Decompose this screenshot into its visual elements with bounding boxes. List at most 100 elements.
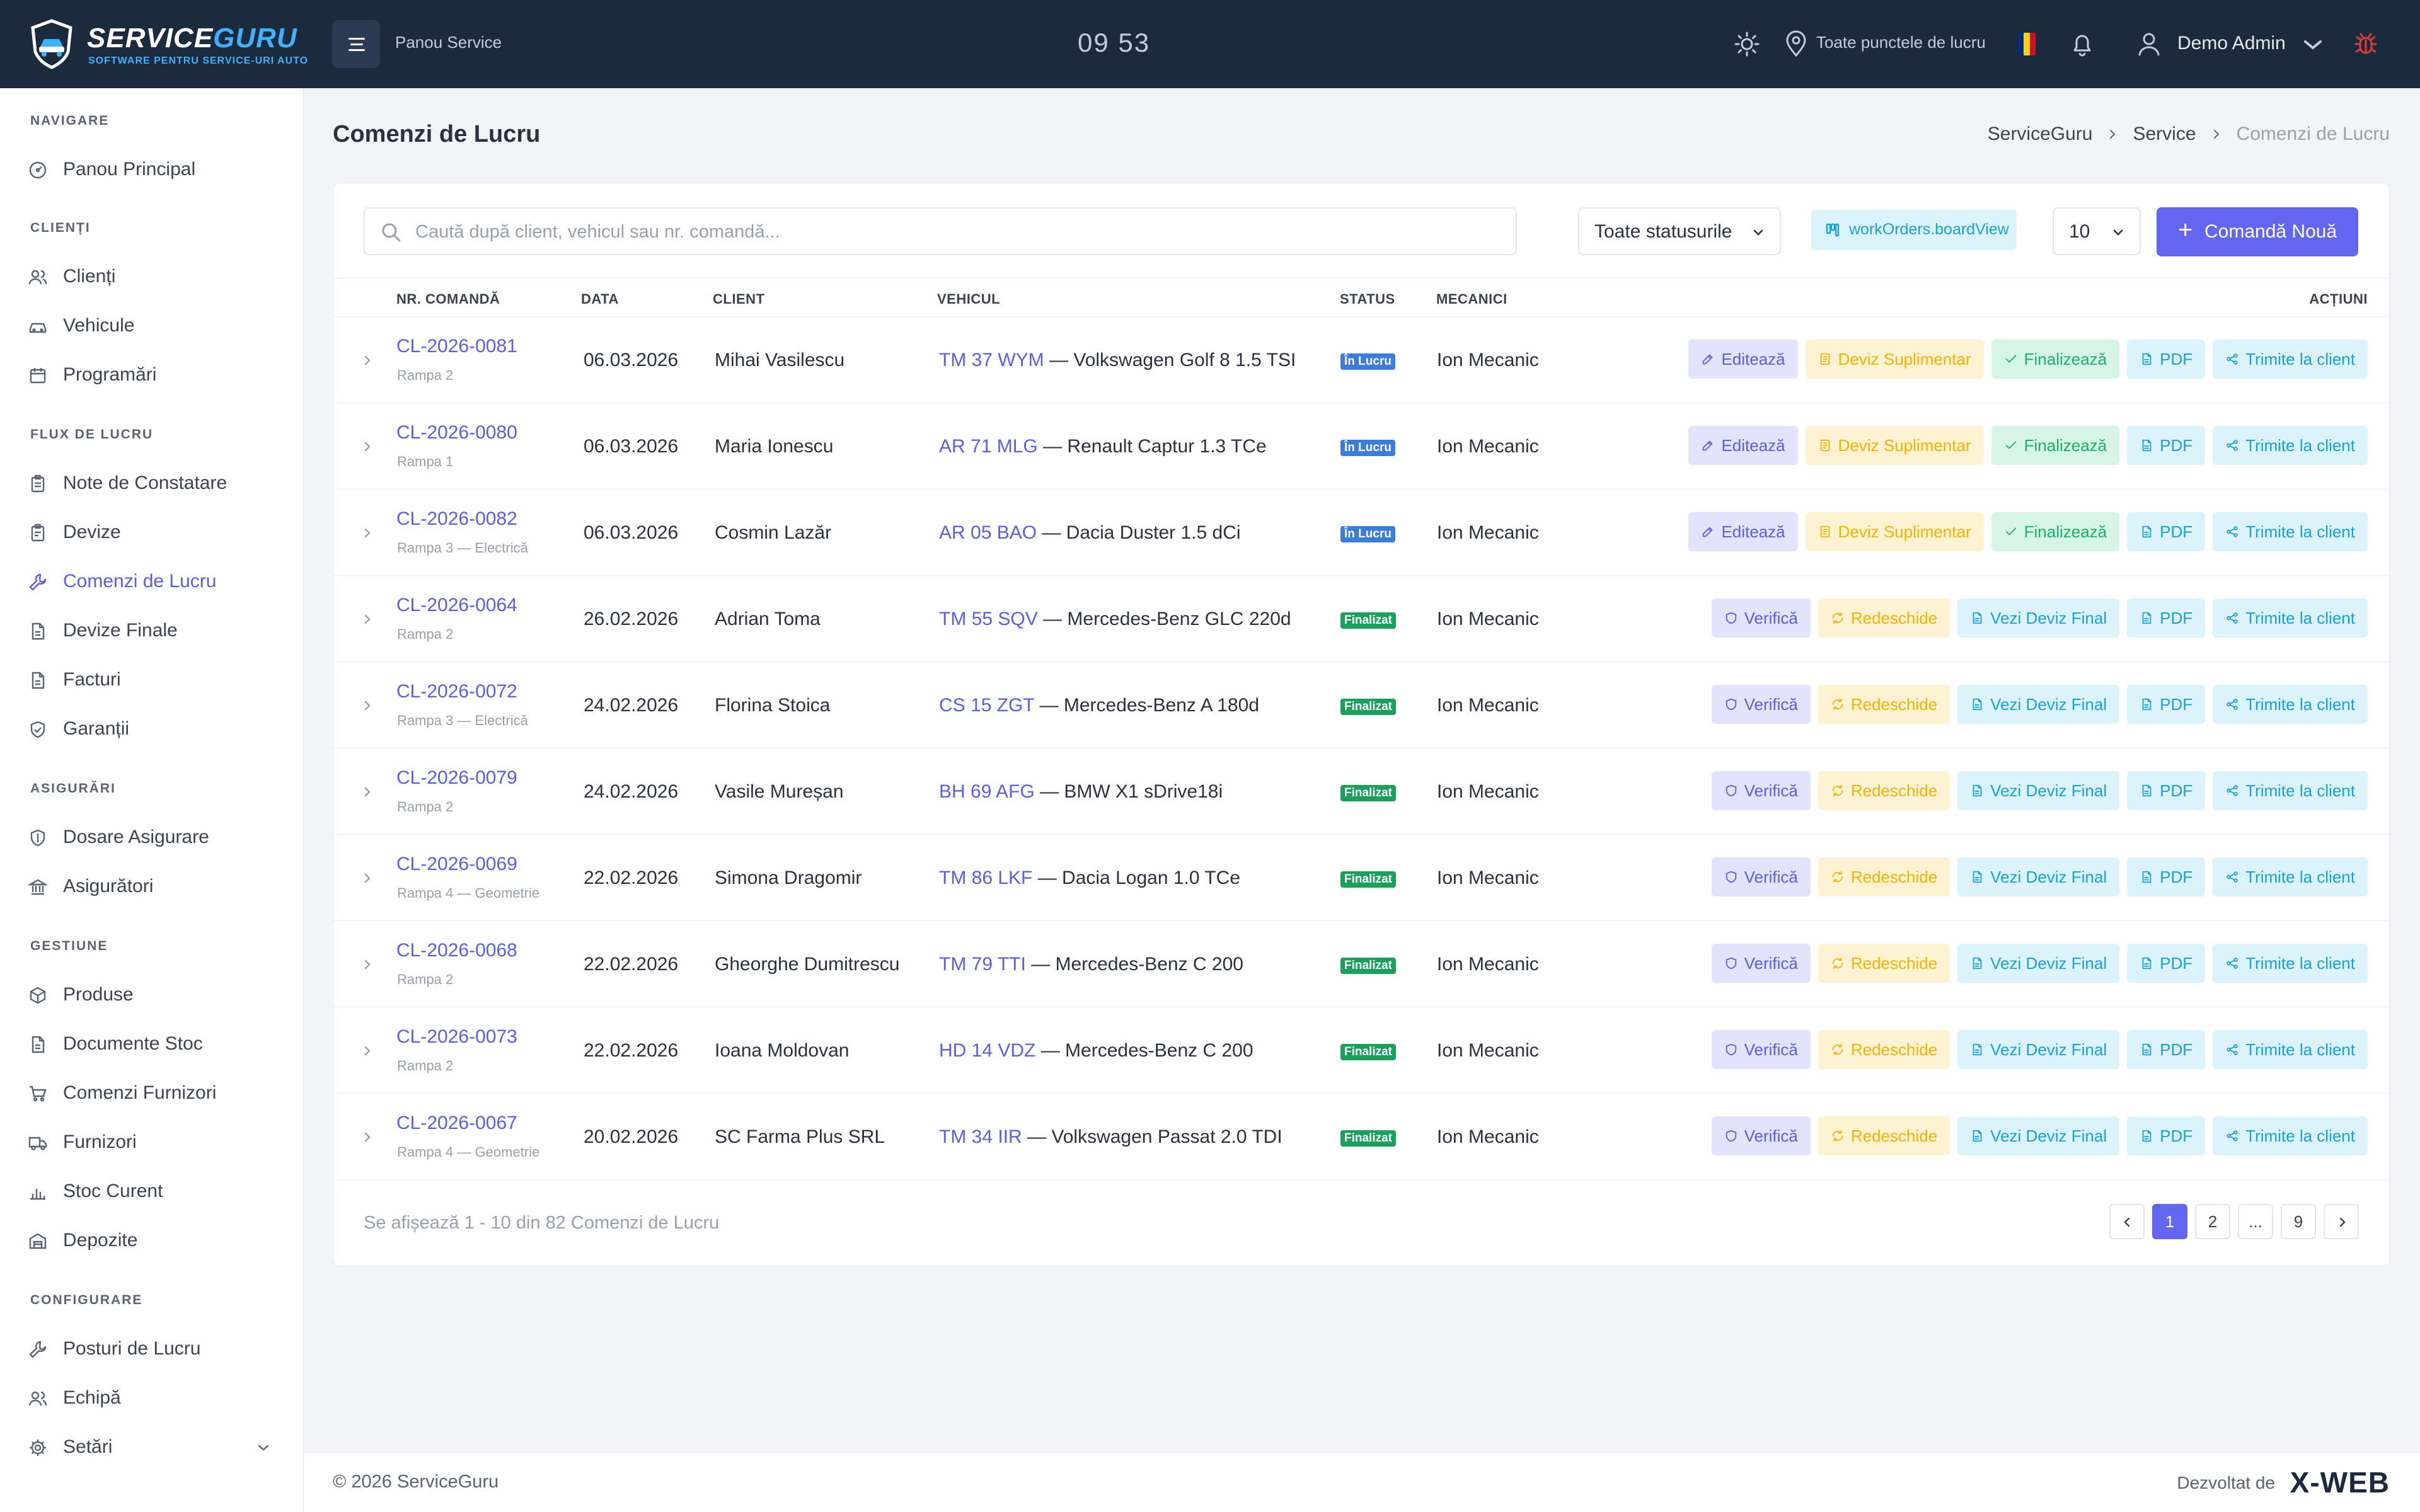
debug-button[interactable] <box>2351 29 2381 59</box>
send-to-client-button[interactable]: Trimite la client <box>2213 771 2368 810</box>
next-page-button[interactable] <box>2324 1204 2359 1239</box>
finalize-button[interactable]: Finalizează <box>1991 426 2120 465</box>
verify-button[interactable]: Verifică <box>1711 771 1811 810</box>
pdf-button[interactable]: PDF <box>2127 771 2206 810</box>
board-view-button[interactable]: workOrders.boardView <box>1811 210 2017 250</box>
sidebar-item-dashboard[interactable]: Panou Principal <box>28 150 280 188</box>
send-to-client-button[interactable]: Trimite la client <box>2213 340 2368 379</box>
pdf-button[interactable]: PDF <box>2127 598 2206 638</box>
work-order-number-link[interactable]: CL-2026-0068 <box>396 940 517 961</box>
location-selector[interactable]: Toate punctele de lucru <box>1816 33 1986 52</box>
prev-page-button[interactable] <box>2109 1204 2145 1239</box>
extra-estimate-button[interactable]: Deviz Suplimentar <box>1805 426 1984 465</box>
menu-toggle-button[interactable] <box>332 20 380 68</box>
vehicle-plate-link[interactable]: TM 37 WYM <box>939 350 1044 370</box>
sidebar-item-current-stock[interactable]: Stoc Curent <box>28 1172 280 1210</box>
verify-button[interactable]: Verifică <box>1711 685 1811 724</box>
expand-row-chevron-icon[interactable] <box>360 1043 375 1058</box>
column-header[interactable]: DATA <box>581 291 619 307</box>
expand-row-chevron-icon[interactable] <box>360 439 375 454</box>
table-row[interactable]: CL-2026-0082 Rampa 3 — Electrică 06.03.202… <box>333 490 2390 576</box>
page-button-9[interactable]: 9 <box>2281 1204 2316 1239</box>
expand-row-chevron-icon[interactable] <box>360 612 375 627</box>
vehicle-plate-link[interactable]: TM 55 SQV <box>939 609 1038 629</box>
sidebar-item-appointments[interactable]: Programări <box>28 355 280 393</box>
view-final-estimate-button[interactable]: Vezi Deviz Final <box>1957 1030 2120 1069</box>
search-input[interactable] <box>415 217 1499 246</box>
sidebar-item-settings[interactable]: Setări <box>28 1428 280 1465</box>
table-row[interactable]: CL-2026-0081 Rampa 2 06.03.2026 Mihai Vasil… <box>333 317 2390 403</box>
vehicle-plate-link[interactable]: AR 71 MLG <box>939 436 1038 457</box>
work-order-number-link[interactable]: CL-2026-0080 <box>396 422 517 443</box>
user-icon-wrap[interactable] <box>2134 29 2164 59</box>
send-to-client-button[interactable]: Trimite la client <box>2213 1030 2368 1069</box>
send-to-client-button[interactable]: Trimite la client <box>2213 685 2368 724</box>
work-order-number-link[interactable]: CL-2026-0069 <box>396 854 517 874</box>
edit-button[interactable]: Editează <box>1688 340 1798 379</box>
reopen-button[interactable]: Redeschide <box>1818 598 1950 638</box>
pdf-button[interactable]: PDF <box>2127 340 2206 379</box>
reopen-button[interactable]: Redeschide <box>1818 771 1950 810</box>
send-to-client-button[interactable]: Trimite la client <box>2213 426 2368 465</box>
column-header[interactable]: NR. COMANDĂ <box>396 291 500 307</box>
table-row[interactable]: CL-2026-0072 Rampa 3 — Electrică 24.02.202… <box>333 662 2390 748</box>
search-box[interactable] <box>364 207 1517 255</box>
pdf-button[interactable]: PDF <box>2127 944 2206 983</box>
reopen-button[interactable]: Redeschide <box>1818 857 1950 896</box>
table-row[interactable]: CL-2026-0080 Rampa 1 06.03.2026 Maria Iones… <box>333 403 2390 490</box>
edit-button[interactable]: Editează <box>1688 426 1798 465</box>
extra-estimate-button[interactable]: Deviz Suplimentar <box>1805 512 1984 551</box>
extra-estimate-button[interactable]: Deviz Suplimentar <box>1805 340 1984 379</box>
pdf-button[interactable]: PDF <box>2127 512 2206 551</box>
table-row[interactable]: CL-2026-0073 Rampa 2 22.02.2026 Ioana Moldo… <box>333 1007 2390 1094</box>
sidebar-item-vehicles[interactable]: Vehicule <box>28 306 280 344</box>
view-final-estimate-button[interactable]: Vezi Deviz Final <box>1957 944 2120 983</box>
verify-button[interactable]: Verifică <box>1711 1030 1811 1069</box>
vehicle-plate-link[interactable]: TM 86 LKF <box>939 868 1033 888</box>
view-final-estimate-button[interactable]: Vezi Deviz Final <box>1957 771 2120 810</box>
vehicle-plate-link[interactable]: HD 14 VDZ <box>939 1040 1036 1061</box>
verify-button[interactable]: Verifică <box>1711 1116 1811 1155</box>
view-final-estimate-button[interactable]: Vezi Deviz Final <box>1957 685 2120 724</box>
user-menu-chevron[interactable] <box>2298 29 2322 59</box>
table-row[interactable]: CL-2026-0067 Rampa 4 — Geometrie 20.02.202… <box>333 1094 2390 1180</box>
pdf-button[interactable]: PDF <box>2127 685 2206 724</box>
finalize-button[interactable]: Finalizează <box>1991 340 2120 379</box>
vehicle-plate-link[interactable]: AR 05 BAO <box>939 522 1037 543</box>
sidebar-item-invoices[interactable]: Facturi <box>28 660 280 698</box>
sidebar-item-work-orders[interactable]: Comenzi de Lucru <box>28 562 280 600</box>
table-row[interactable]: CL-2026-0064 Rampa 2 26.02.2026 Adrian Toma… <box>333 576 2390 662</box>
view-final-estimate-button[interactable]: Vezi Deviz Final <box>1957 598 2120 638</box>
column-header[interactable]: STATUS <box>1340 291 1395 307</box>
vehicle-plate-link[interactable]: TM 34 IIR <box>939 1126 1022 1147</box>
work-order-number-link[interactable]: CL-2026-0082 <box>396 508 517 529</box>
reopen-button[interactable]: Redeschide <box>1818 685 1950 724</box>
expand-row-chevron-icon[interactable] <box>360 698 375 713</box>
sidebar-item-estimates[interactable]: Devize <box>28 513 280 551</box>
verify-button[interactable]: Verifică <box>1711 944 1811 983</box>
page-button-2[interactable]: 2 <box>2195 1204 2230 1239</box>
view-final-estimate-button[interactable]: Vezi Deviz Final <box>1957 857 2120 896</box>
pdf-button[interactable]: PDF <box>2127 857 2206 896</box>
send-to-client-button[interactable]: Trimite la client <box>2213 944 2368 983</box>
send-to-client-button[interactable]: Trimite la client <box>2213 512 2368 551</box>
sidebar-item-insurers[interactable]: Asigurători <box>28 867 280 905</box>
sidebar-item-insurance-files[interactable]: Dosare Asigurare <box>28 818 280 856</box>
send-to-client-button[interactable]: Trimite la client <box>2213 1116 2368 1155</box>
vehicle-plate-link[interactable]: CS 15 ZGT <box>939 695 1035 716</box>
send-to-client-button[interactable]: Trimite la client <box>2213 857 2368 896</box>
sidebar-item-clients[interactable]: Clienți <box>28 257 280 295</box>
pdf-button[interactable]: PDF <box>2127 1030 2206 1069</box>
pdf-button[interactable]: PDF <box>2127 1116 2206 1155</box>
per-page-select[interactable]: 10 <box>2053 207 2141 255</box>
status-filter-select[interactable]: Toate statusurile <box>1578 207 1781 255</box>
sidebar-item-workstations[interactable]: Posturi de Lucru <box>28 1329 280 1367</box>
location-selector-icon-wrap[interactable] <box>1781 29 1806 59</box>
table-row[interactable]: CL-2026-0068 Rampa 2 22.02.2026 Gheorghe Du… <box>333 921 2390 1007</box>
expand-row-chevron-icon[interactable] <box>360 957 375 972</box>
work-order-number-link[interactable]: CL-2026-0081 <box>396 336 517 357</box>
sidebar-item-supplier-orders[interactable]: Comenzi Furnizori <box>28 1074 280 1111</box>
serviceguru-logo[interactable]: SERVICEGURU SOFTWARE PENTRU SERVICE-URI … <box>29 19 308 72</box>
notifications-button[interactable] <box>2067 29 2097 59</box>
column-header[interactable]: MECANICI <box>1436 291 1507 307</box>
